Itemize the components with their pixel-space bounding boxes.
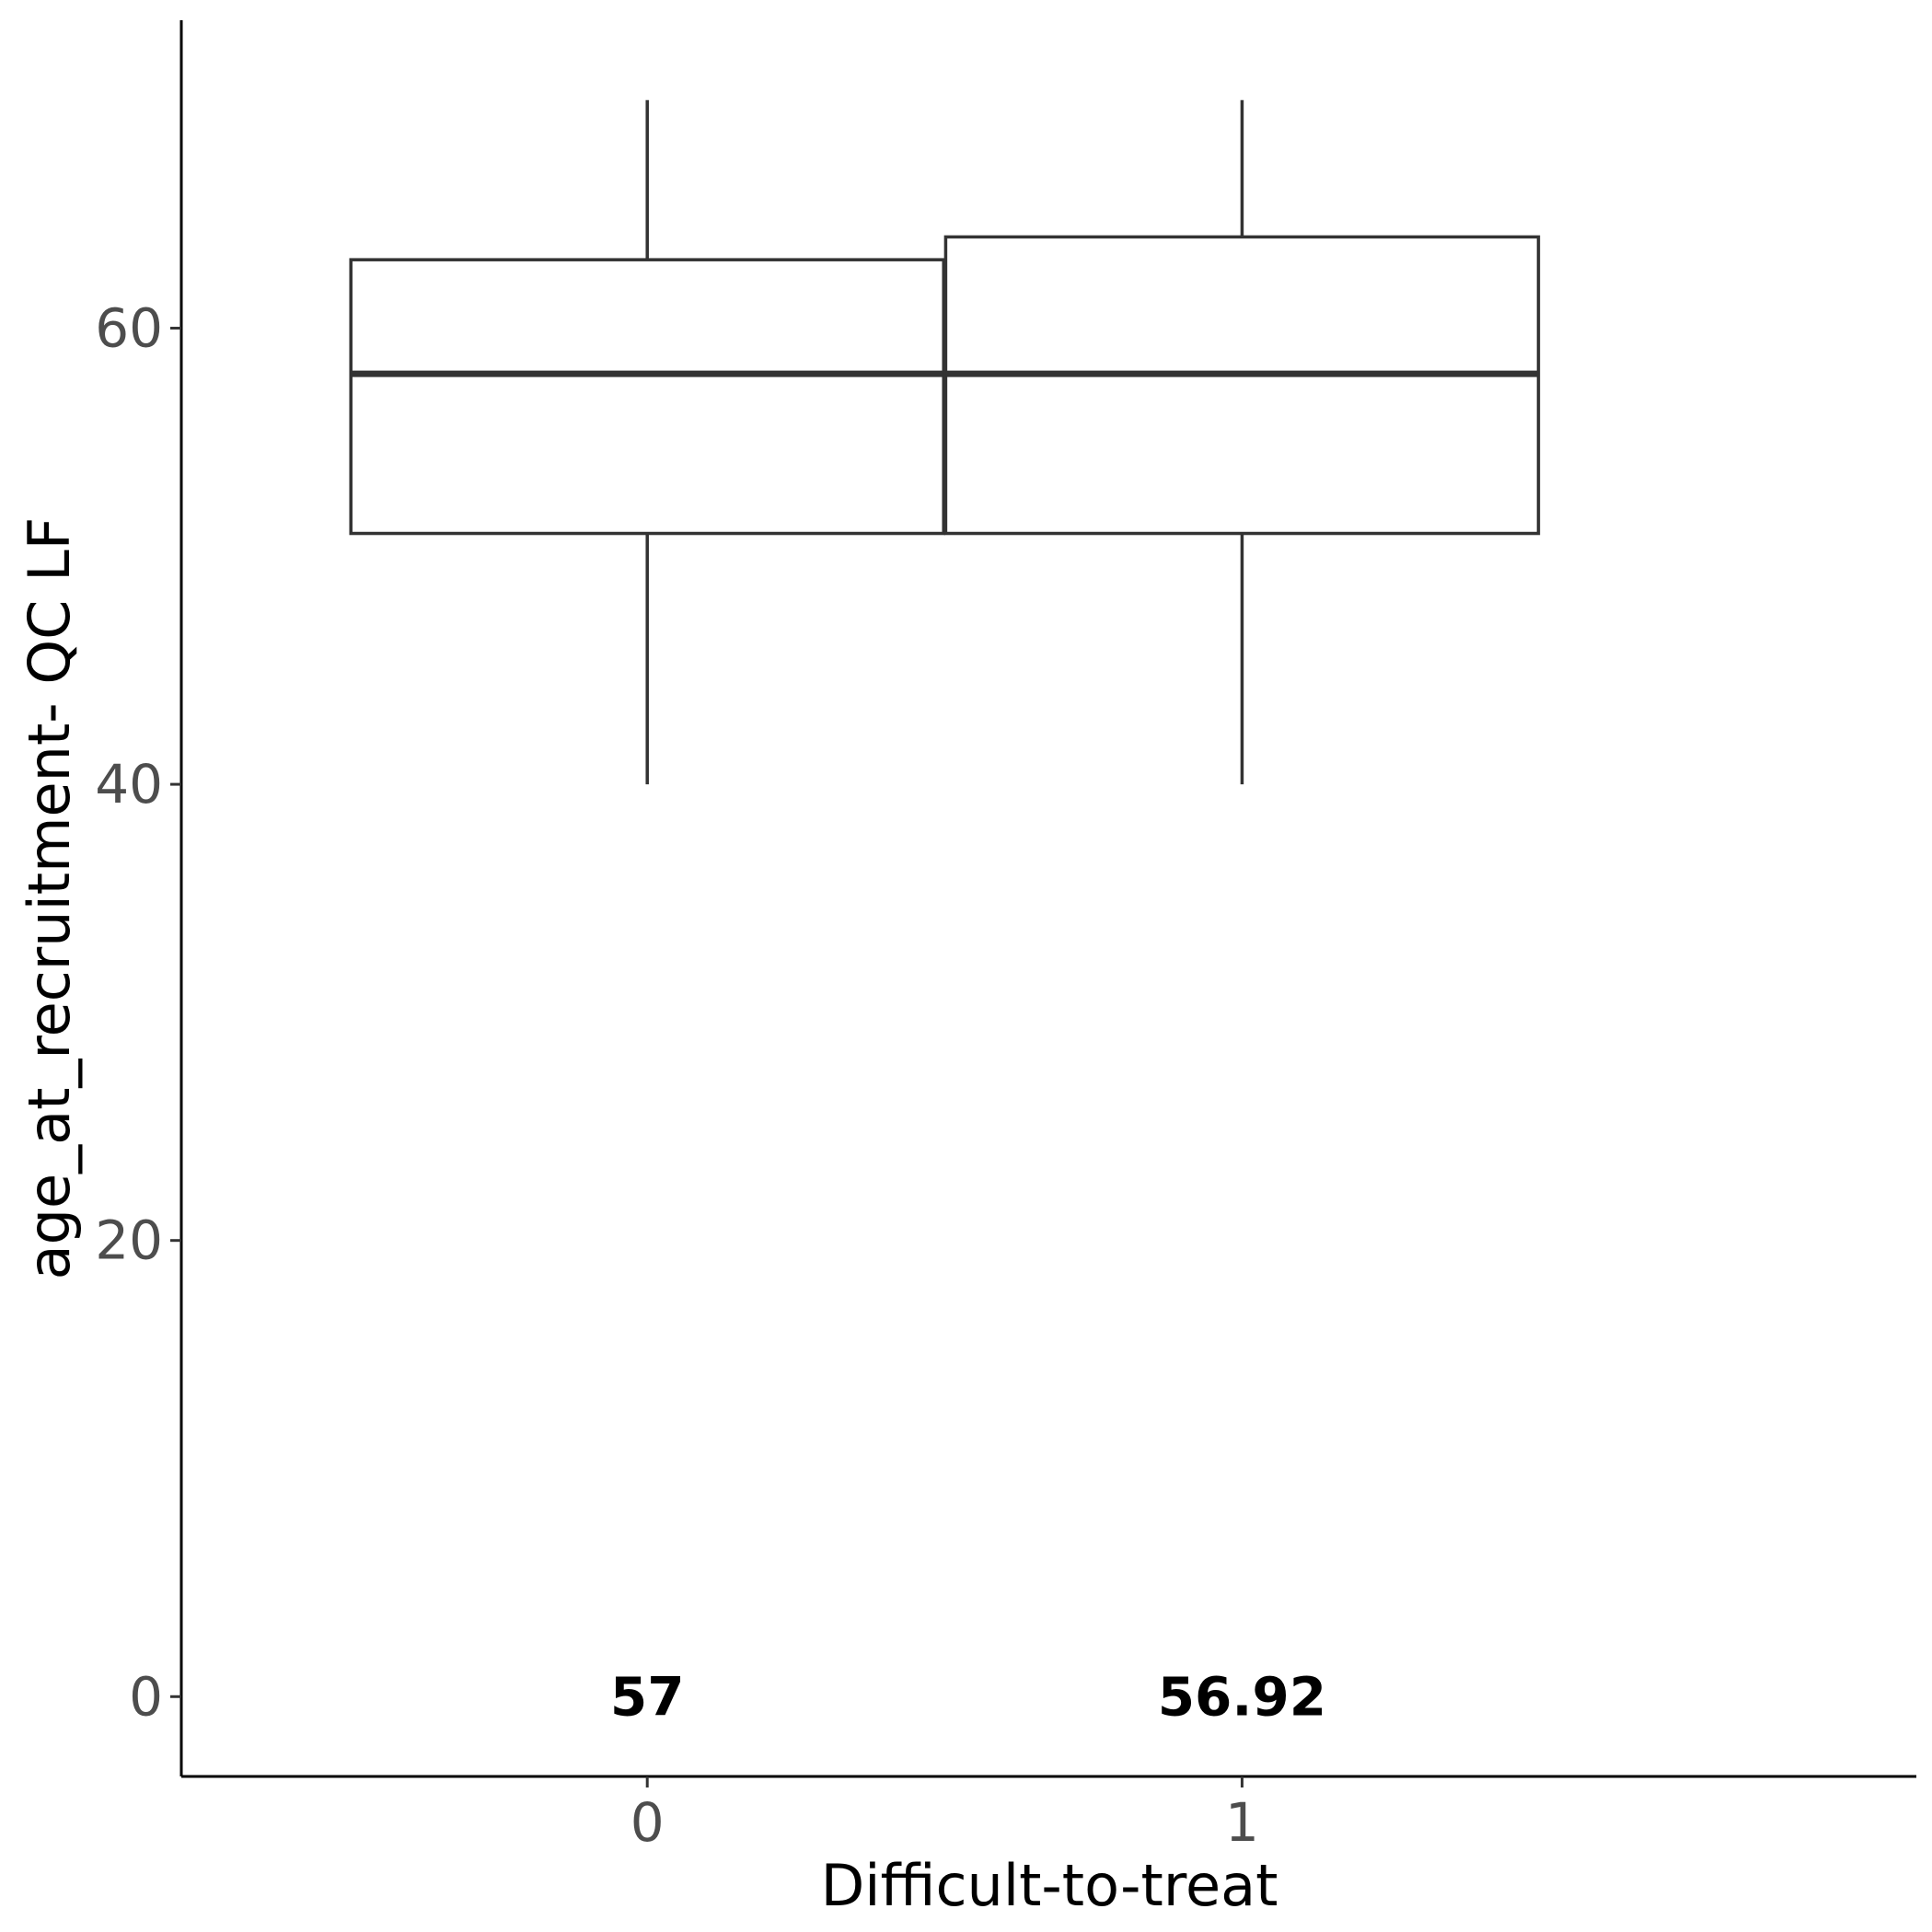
mean-label: 57 [610,1665,685,1728]
y-tick-label: 20 [95,1209,163,1272]
box-iqr [349,258,945,536]
y-tick-label: 40 [95,753,163,816]
mean-labels-layer: 57 56.92 [610,1665,1326,1728]
y-axis-title: age_at_recruitment- QC LF [16,517,83,1280]
x-tick-label: 1 [1225,1791,1259,1854]
box-group-1 [943,99,1541,785]
y-tick-label: 0 [129,1665,163,1728]
y-tick-label: 60 [95,297,163,360]
x-axis-title: Difficult-to-treat [821,1852,1278,1919]
box-group-0 [349,99,945,785]
boxes-layer [349,99,1541,785]
x-tick-label: 0 [631,1791,665,1854]
box-iqr [943,235,1541,536]
mean-label: 56.92 [1158,1665,1326,1728]
axes-layer [179,20,1916,1778]
y-ticks-layer: 0 20 40 60 [95,297,181,1728]
